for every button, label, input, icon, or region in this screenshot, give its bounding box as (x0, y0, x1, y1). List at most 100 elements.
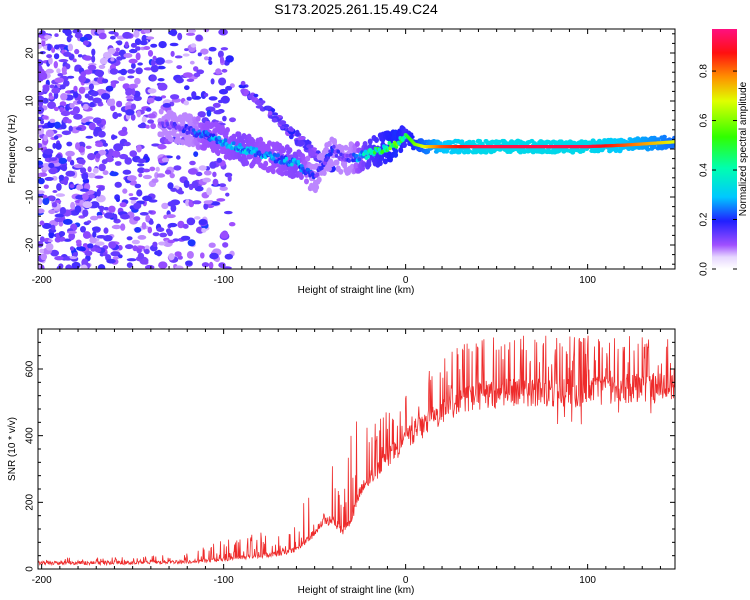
spectrogram-cell (326, 140, 332, 147)
spectrogram-cell (44, 35, 52, 39)
spectrogram-cell (120, 213, 130, 220)
spectrogram-cell (393, 151, 399, 158)
spectrogram-cell (95, 153, 101, 159)
spectrogram-cell (201, 227, 207, 233)
spectrogram-cell (122, 83, 130, 90)
spectrogram-cell (238, 143, 242, 147)
spectrogram-cell (40, 264, 45, 269)
spectrogram-cell (208, 242, 216, 248)
spectrogram-cell (189, 60, 195, 65)
spectrogram-cell (126, 236, 133, 241)
spectrogram-cell (80, 226, 86, 233)
spectrogram-cell (191, 91, 197, 99)
spectrogram-cell (38, 106, 45, 114)
spectrogram-cell (56, 68, 61, 74)
spectrogram-cell (220, 231, 229, 239)
spectrogram-cell (38, 208, 45, 214)
spectrogram-cell (202, 177, 211, 183)
spectrogram-cell (168, 222, 178, 228)
spectrogram-cell (87, 95, 94, 101)
spectrogram-cell (240, 139, 246, 146)
spectrogram-cell (38, 197, 43, 206)
spectrogram-cell (53, 60, 58, 69)
spectrogram-cell (65, 170, 76, 177)
spectrogram-cell (342, 160, 348, 167)
spectrogram-cell (133, 30, 140, 38)
colorbar-tick-label: 0.8 (699, 64, 710, 78)
spectrogram-cell (75, 239, 82, 245)
spectrogram-cell (212, 171, 217, 178)
spectrogram-cell (38, 143, 43, 148)
spectrogram-x-label: Height of straight line (km) (298, 285, 415, 296)
spectrogram-cell (49, 157, 58, 162)
spectrogram-cell (101, 159, 108, 165)
spectrogram-cell (90, 215, 99, 221)
spectrogram-cell (167, 130, 173, 137)
spectrogram-cell (366, 154, 371, 159)
spectrogram-cell (304, 178, 309, 185)
spectrogram-cell (274, 159, 279, 164)
colorbar-tick-label: 0.2 (699, 212, 710, 226)
spectrogram-cell (113, 143, 124, 152)
spectrogram-cell (216, 198, 226, 202)
spectrogram-cell (284, 156, 289, 161)
spectrogram-cell (84, 250, 93, 256)
spectrogram-cell (109, 171, 119, 177)
spectrogram-cell (87, 153, 96, 161)
spectrogram-cell (193, 151, 199, 158)
spectrogram-cell (59, 101, 67, 107)
snr-y-tick-label: 200 (25, 494, 36, 511)
spectrogram-cell (297, 140, 304, 147)
spectrogram-cell (52, 142, 57, 149)
spectrogram-cell (291, 172, 297, 179)
spectrogram-cell (121, 126, 128, 133)
spectrogram-cell (203, 29, 210, 33)
spectrogram-cell (125, 95, 134, 99)
spectrogram-cell (197, 111, 206, 118)
snr-panel: -200 -100 0 100 0 200 400 600 Height of straig… (7, 328, 676, 596)
spectrogram-cell (185, 260, 193, 266)
spectrogram-y-tick-label: 20 (25, 47, 36, 59)
spectrogram-cell (467, 149, 472, 154)
spectrogram-cell (63, 51, 72, 57)
spectrogram-cell (231, 133, 237, 140)
spectrogram-cell (126, 175, 137, 182)
spectrogram-cell (243, 91, 249, 95)
spectrogram-cell (95, 241, 105, 246)
spectrogram-cell (168, 253, 175, 261)
spectrogram-cell (265, 105, 272, 110)
spectrogram-cell (81, 172, 89, 180)
spectrogram-cell (90, 201, 100, 209)
spectrogram-cell (496, 139, 502, 144)
spectrogram-cell (367, 138, 373, 145)
spectrogram-cell (130, 114, 136, 121)
spectrogram-cell (304, 140, 310, 145)
spectrogram-cell (194, 216, 201, 220)
spectrogram-cell (212, 178, 219, 186)
spectrogram-cell (103, 206, 109, 211)
spectrogram-cell (48, 195, 55, 201)
spectrogram-cell (167, 182, 174, 190)
spectrogram-cell (162, 103, 172, 108)
spectrogram-cell (187, 239, 196, 247)
figure-title: S173.2025.261.15.49.C24 (274, 1, 438, 17)
spectrogram-cell (137, 167, 146, 174)
spectrogram-cell (187, 168, 198, 175)
spectrogram-cell (174, 265, 184, 269)
spectrogram-cell (177, 220, 185, 229)
spectrogram-cell (47, 239, 53, 243)
colorbar-tick-label: 0.6 (699, 113, 710, 127)
spectrogram-cell (101, 78, 109, 84)
spectrogram-cell (167, 239, 175, 244)
spectrogram-cell (75, 142, 80, 150)
spectrogram-cell (87, 64, 97, 71)
snr-x-tick-label: -100 (214, 575, 234, 586)
spectrogram-cell (225, 127, 230, 133)
spectrogram-cell (279, 170, 285, 177)
spectrogram-cell (60, 123, 67, 130)
spectrogram-cell (53, 106, 59, 112)
spectrogram-cell (58, 221, 64, 227)
spectrogram-cell (289, 127, 295, 132)
spectrogram-cell (69, 103, 75, 109)
spectrogram-cell (203, 200, 213, 205)
